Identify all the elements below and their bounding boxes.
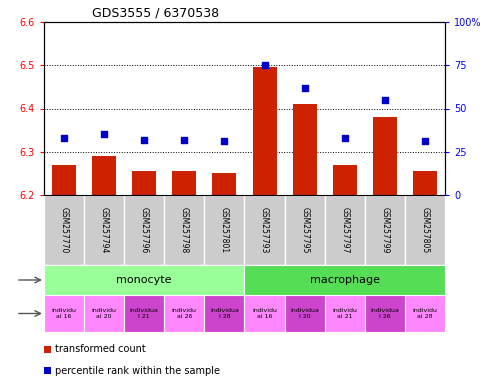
Text: individu
al 16: individu al 16 [51, 308, 76, 319]
Text: GSM257795: GSM257795 [300, 207, 308, 253]
Bar [172, 171, 196, 195]
Text: GSM257794: GSM257794 [99, 207, 108, 253]
Bar [132, 171, 156, 195]
Point [420, 138, 428, 144]
Text: GSM257796: GSM257796 [139, 207, 149, 253]
Point [220, 138, 228, 144]
Text: individu
al 20: individu al 20 [91, 308, 117, 319]
Bar [324, 295, 364, 332]
Point [60, 135, 68, 141]
Bar [404, 195, 444, 265]
Text: GSM257793: GSM257793 [259, 207, 269, 253]
Bar [44, 346, 51, 353]
Point [260, 62, 268, 68]
Bar [404, 295, 444, 332]
Text: individu
al 26: individu al 26 [171, 308, 197, 319]
Point [380, 97, 388, 103]
Bar [44, 367, 51, 374]
Bar [332, 165, 356, 195]
Text: individua
l 28: individua l 28 [210, 308, 239, 319]
Text: GSM257797: GSM257797 [340, 207, 348, 253]
Bar [372, 117, 396, 195]
Text: monocyte: monocyte [116, 275, 172, 285]
Text: GSM257798: GSM257798 [180, 207, 188, 253]
Bar [324, 195, 364, 265]
Point [300, 84, 308, 91]
Bar [292, 104, 316, 195]
Text: individua
l 26: individua l 26 [370, 308, 398, 319]
Bar [84, 295, 124, 332]
Text: GSM257805: GSM257805 [420, 207, 428, 253]
Bar [244, 265, 444, 295]
Bar [44, 195, 84, 265]
Text: individu
al 16: individu al 16 [252, 308, 276, 319]
Bar [284, 195, 324, 265]
Text: individu
al 21: individu al 21 [332, 308, 357, 319]
Text: transformed count: transformed count [55, 344, 146, 354]
Point [340, 135, 348, 141]
Text: GSM257799: GSM257799 [379, 207, 389, 253]
Text: individu
al 28: individu al 28 [411, 308, 437, 319]
Bar [164, 195, 204, 265]
Bar [124, 295, 164, 332]
Bar [164, 295, 204, 332]
Text: GSM257770: GSM257770 [60, 207, 68, 253]
Bar [284, 295, 324, 332]
Bar [204, 195, 244, 265]
Bar [44, 265, 244, 295]
Bar [252, 68, 276, 195]
Bar [44, 295, 84, 332]
Bar [364, 195, 404, 265]
Text: individua
l 20: individua l 20 [289, 308, 318, 319]
Bar [84, 195, 124, 265]
Text: percentile rank within the sample: percentile rank within the sample [55, 366, 220, 376]
Bar [52, 165, 76, 195]
Bar [124, 195, 164, 265]
Bar [244, 295, 284, 332]
Text: macrophage: macrophage [309, 275, 379, 285]
Text: GSM257801: GSM257801 [220, 207, 228, 253]
Bar [244, 195, 284, 265]
Point [100, 131, 108, 137]
Bar [92, 156, 116, 195]
Text: individua
l 21: individua l 21 [130, 308, 158, 319]
Text: GDS3555 / 6370538: GDS3555 / 6370538 [92, 7, 219, 20]
Point [180, 137, 188, 143]
Bar [364, 295, 404, 332]
Bar [412, 171, 436, 195]
Bar [204, 295, 244, 332]
Bar [212, 173, 236, 195]
Point [140, 137, 148, 143]
